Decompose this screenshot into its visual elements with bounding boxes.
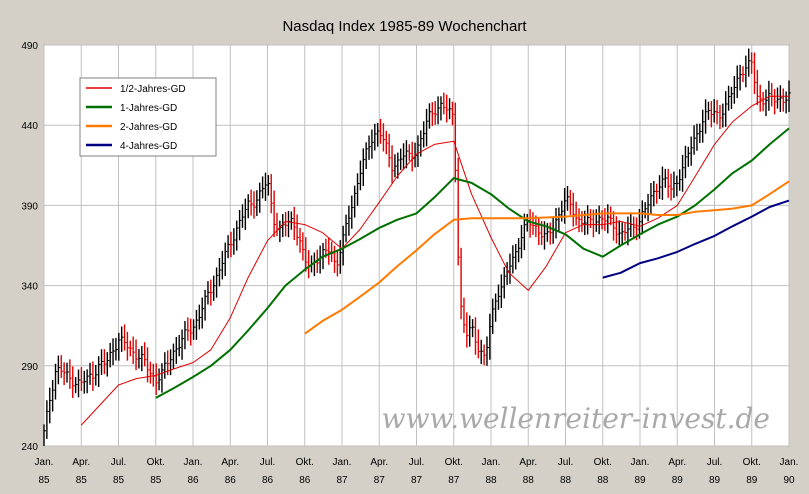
x-tick-year: 85: [76, 475, 88, 486]
x-tick-year: 86: [187, 475, 199, 486]
x-tick-year: 85: [113, 475, 125, 486]
series-line: [155, 127, 790, 399]
x-tick-year: 88: [485, 475, 497, 486]
x-tick-label: Jul.: [260, 457, 276, 468]
x-tick-label: Okt.: [445, 457, 463, 468]
legend-label: 1-Jahres-GD: [120, 103, 177, 114]
x-tick-year: 86: [299, 475, 311, 486]
x-tick-label: Jan.: [333, 457, 352, 468]
x-tick-label: Apr.: [668, 457, 686, 468]
legend-label: 1/2-Jahres-GD: [120, 84, 186, 95]
x-tick-label: Jul.: [558, 457, 574, 468]
legend: 1/2-Jahres-GD 1-Jahres-GD 2-Jahres-GD 4-Jah…: [79, 77, 217, 157]
y-axis: 240 290 340 390 440 490: [21, 41, 38, 453]
x-tick-label: Jan.: [631, 457, 650, 468]
x-tick-year: 86: [262, 475, 274, 486]
x-tick-label: Okt.: [594, 457, 612, 468]
legend-label: 4-Jahres-GD: [120, 141, 177, 152]
x-tick-label: Jul.: [409, 457, 425, 468]
x-tick-year: 89: [672, 475, 684, 486]
x-tick-year: 85: [150, 475, 162, 486]
y-tick-label: 290: [21, 362, 38, 373]
x-tick-year: 88: [560, 475, 572, 486]
watermark: www.wellenreiter-invest.de: [382, 402, 771, 435]
legend-box: [79, 77, 217, 157]
x-tick-year: 86: [225, 475, 237, 486]
x-tick-label: Jul.: [111, 457, 127, 468]
x-tick-label: Apr.: [72, 457, 90, 468]
x-tick-year: 88: [523, 475, 535, 486]
x-tick-label: Okt.: [296, 457, 314, 468]
x-axis: Jan. 85 Apr. 85 Jul. 85 Okt. 85 Jan. 86 Apr. 86 Jul.…: [35, 457, 799, 486]
x-tick-year: 88: [597, 475, 609, 486]
moving-average-lines: [80, 95, 790, 426]
legend-label: 2-Jahres-GD: [120, 122, 177, 133]
x-tick-label: Okt.: [147, 457, 165, 468]
x-tick-year: 87: [336, 475, 348, 486]
x-tick-label: Jan.: [184, 457, 203, 468]
series-line: [80, 95, 789, 426]
x-tick-year: 87: [374, 475, 386, 486]
y-tick-label: 340: [21, 282, 38, 293]
y-tick-label: 240: [21, 442, 38, 453]
x-tick-label: Jan.: [780, 457, 799, 468]
x-tick-year: 89: [746, 475, 758, 486]
series-line: [602, 199, 790, 279]
x-tick-year: 89: [634, 475, 646, 486]
x-tick-label: Apr.: [370, 457, 388, 468]
x-tick-year: 87: [448, 475, 460, 486]
chart-title: Nasdaq Index 1985-89 Wochenchart: [282, 18, 527, 35]
series-line: [304, 180, 790, 335]
x-tick-year: 87: [411, 475, 423, 486]
x-tick-label: Apr.: [519, 457, 537, 468]
x-tick-label: Okt.: [743, 457, 761, 468]
x-tick-label: Jan.: [35, 457, 54, 468]
x-tick-label: Apr.: [221, 457, 239, 468]
x-tick-label: Jul.: [707, 457, 723, 468]
y-tick-label: 490: [21, 41, 38, 52]
x-tick-year: 85: [38, 475, 50, 486]
x-tick-year: 90: [783, 475, 795, 486]
y-tick-label: 440: [21, 121, 38, 132]
x-tick-year: 89: [709, 475, 721, 486]
x-tick-label: Jan.: [482, 457, 501, 468]
y-tick-label: 390: [21, 201, 38, 212]
